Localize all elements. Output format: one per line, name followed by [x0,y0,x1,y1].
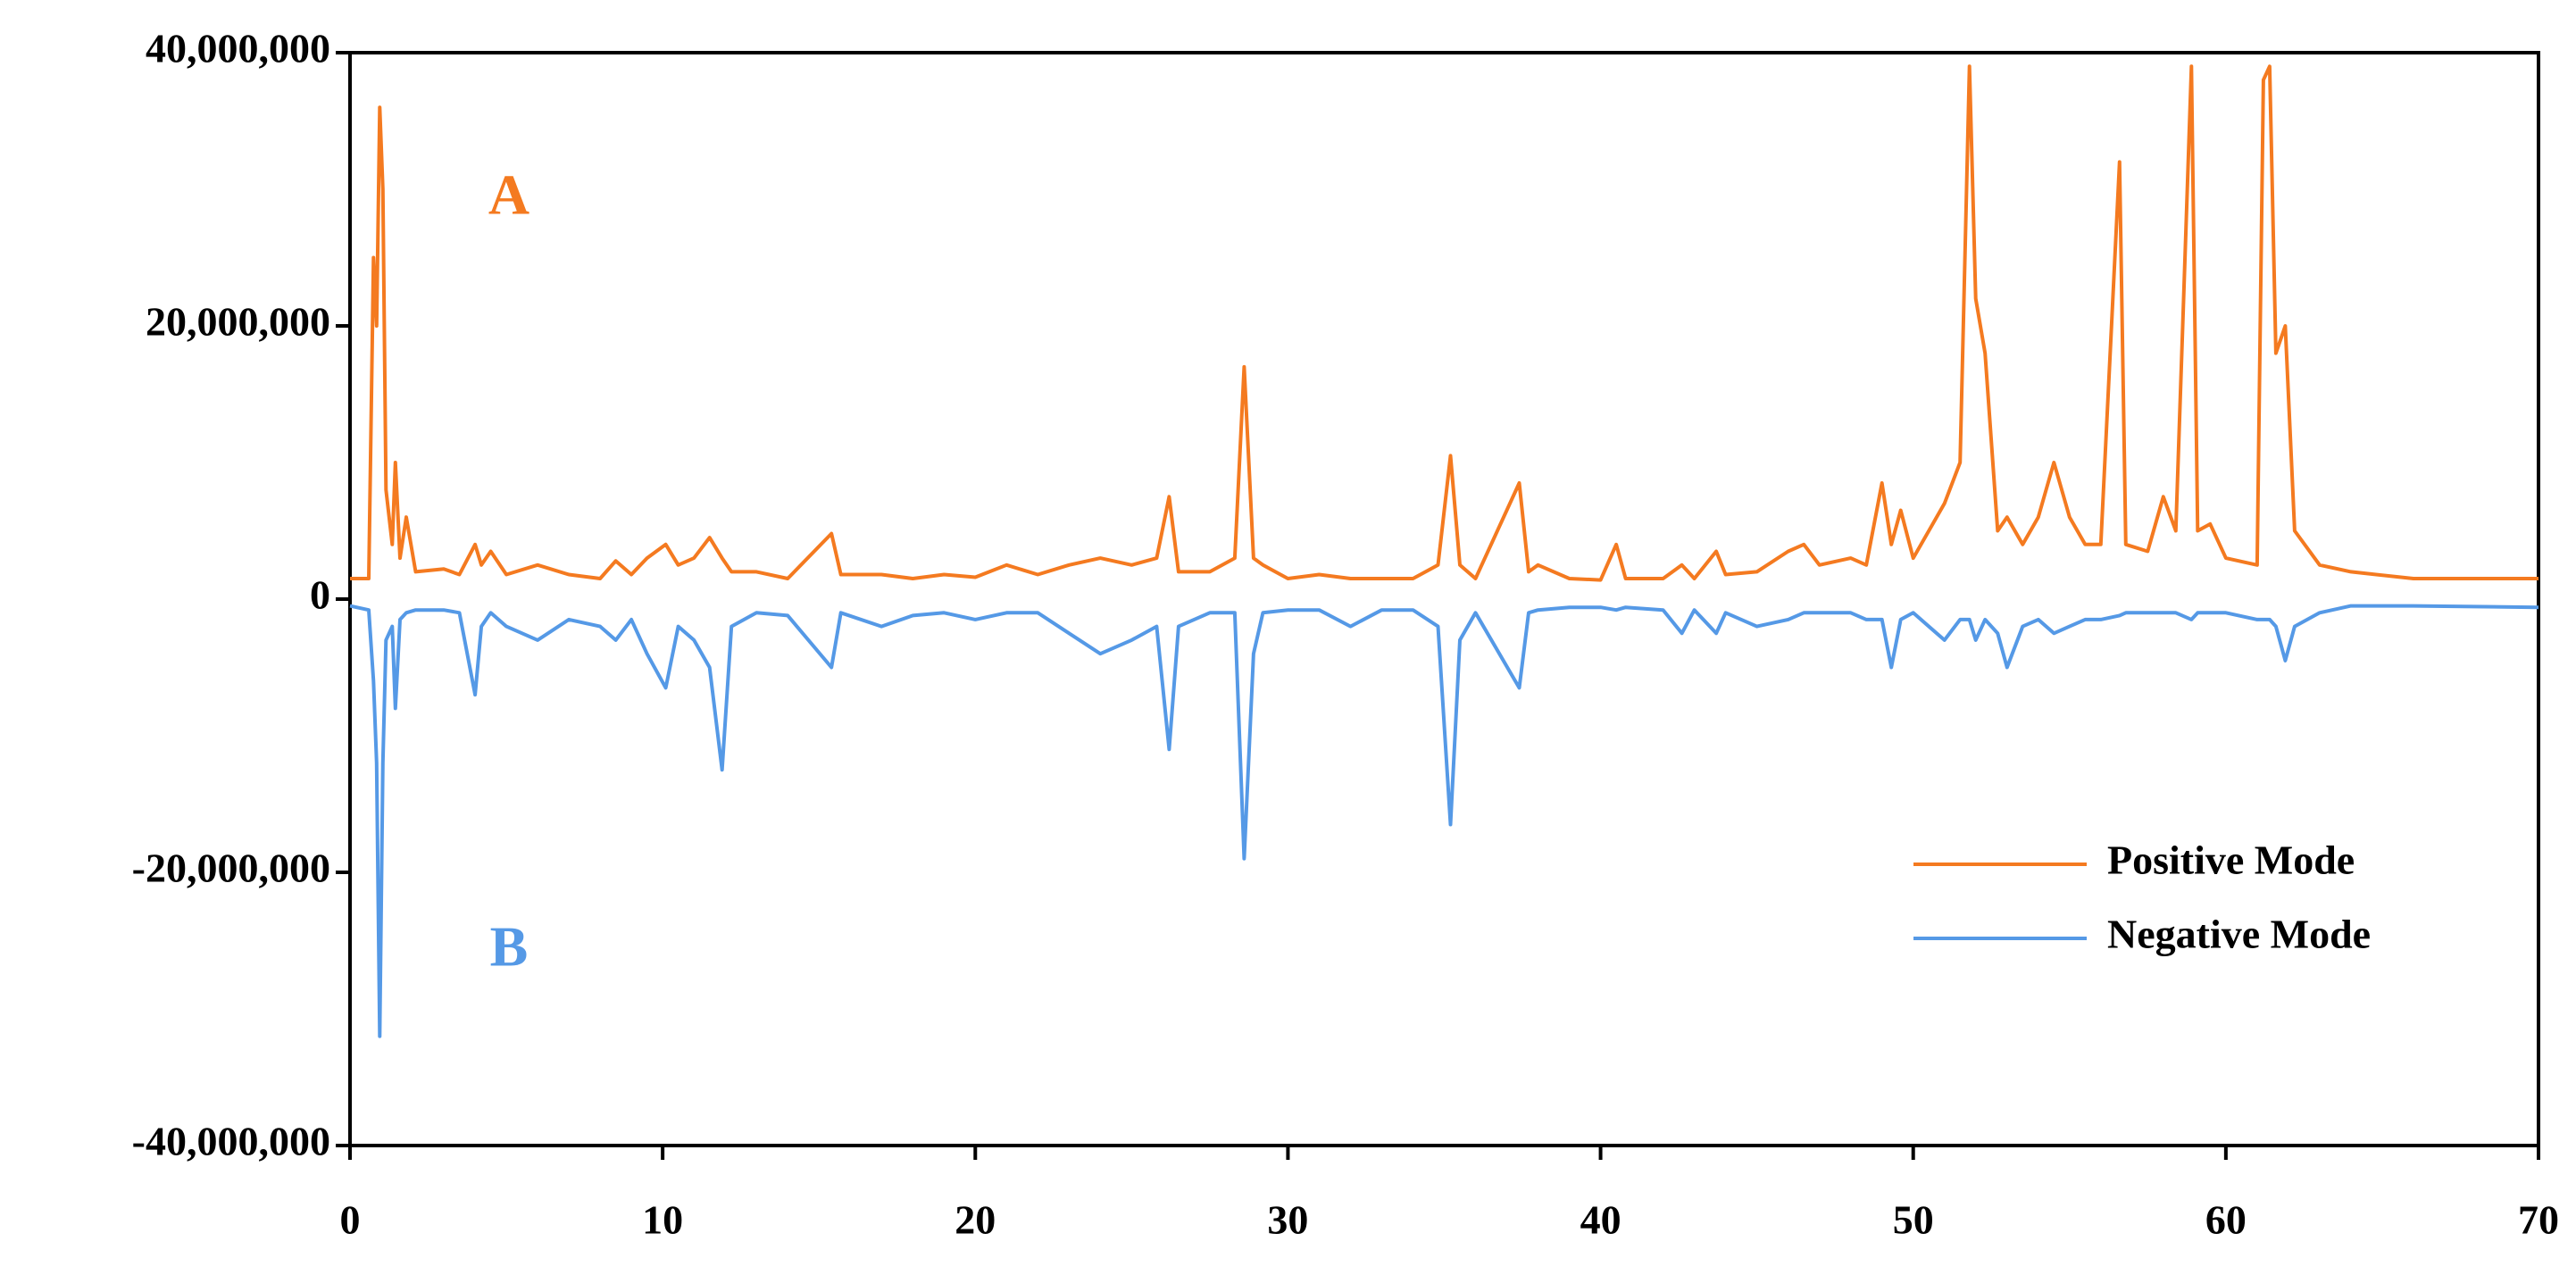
plot-frame [348,51,2540,1147]
legend-label: Negative Mode [2107,912,2371,957]
x-tick-label: 0 [340,1197,361,1243]
data-line [349,604,2539,1038]
y-tick-label: -20,000,000 [132,846,330,891]
data-line [350,64,2538,582]
legend-label: Positive Mode [2107,838,2355,883]
x-tick-label: 10 [642,1197,683,1243]
y-tick-label: 20,000,000 [146,299,330,345]
y-tick-label: 40,000,000 [146,26,330,71]
x-tick-label: 50 [1893,1197,1934,1243]
y-tick-label: 0 [310,572,330,618]
y-tick-label: -40,000,000 [132,1119,330,1164]
annotation: B [490,915,529,979]
x-tick-label: 60 [2205,1197,2247,1243]
x-tick-label: 40 [1580,1197,1621,1243]
annotation: A [488,163,529,227]
x-tick-label: 20 [955,1197,996,1243]
x-tick-label: 70 [2518,1197,2559,1243]
x-tick-label: 30 [1267,1197,1308,1243]
